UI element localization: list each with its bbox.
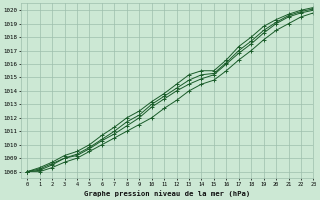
X-axis label: Graphe pression niveau de la mer (hPa): Graphe pression niveau de la mer (hPa): [84, 190, 250, 197]
